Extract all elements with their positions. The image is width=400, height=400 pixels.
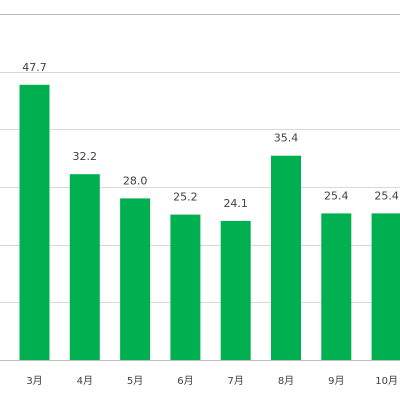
data-labels: 47.7 32.2 28.0 25.2 24.1 35.4 25.4 25.4 bbox=[22, 61, 399, 210]
data-label: 25.4 bbox=[324, 189, 349, 202]
bars bbox=[19, 84, 400, 361]
x-tick-label: 7月 bbox=[228, 375, 244, 387]
x-tick-label: 3月 bbox=[26, 375, 42, 387]
bar bbox=[321, 213, 352, 360]
x-tick-label: 6月 bbox=[177, 375, 193, 387]
x-tick-label: 8月 bbox=[278, 375, 294, 387]
data-label: 25.2 bbox=[173, 191, 198, 204]
data-label: 24.1 bbox=[223, 197, 248, 210]
bar bbox=[170, 214, 201, 360]
x-tick-label: 4月 bbox=[77, 375, 93, 387]
x-tick-label: 9月 bbox=[328, 375, 344, 387]
data-label: 28.0 bbox=[123, 174, 148, 187]
data-label: 35.4 bbox=[274, 132, 299, 145]
x-tick-label: 5月 bbox=[127, 375, 143, 387]
x-tick-labels: 3月 4月 5月 6月 7月 8月 9月 10月 bbox=[26, 375, 398, 387]
data-label: 25.4 bbox=[374, 189, 399, 202]
bar bbox=[69, 174, 100, 360]
bar bbox=[371, 213, 400, 360]
x-tick-label: 10月 bbox=[375, 375, 398, 387]
bar bbox=[271, 155, 301, 360]
bar bbox=[120, 198, 151, 360]
bar bbox=[19, 84, 50, 361]
bar bbox=[220, 220, 251, 360]
data-label: 32.2 bbox=[73, 150, 98, 163]
data-label: 47.7 bbox=[22, 61, 47, 74]
